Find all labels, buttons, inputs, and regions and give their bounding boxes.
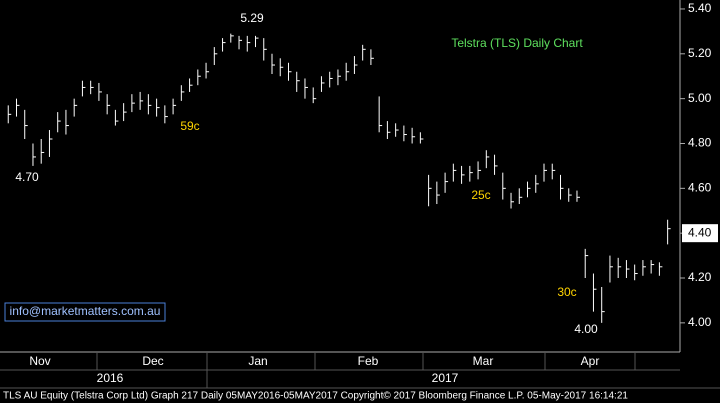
contact-box [4,302,166,322]
footer: TLS AU Equity (Telstra Corp Ltd) Graph 2… [3,391,628,402]
x-tick-label: Mar [473,354,494,368]
x-tick-label: Dec [142,354,163,368]
annotation: 30c [557,285,576,299]
year-label: 2017 [432,371,459,385]
year-label: 2016 [97,371,124,385]
annotation: 4.70 [15,170,39,184]
x-tick-label: Nov [29,354,50,368]
annotation: 5.29 [240,11,264,25]
chart-title: Telstra (TLS) Daily Chart [451,36,583,50]
x-tick-label: Apr [581,354,600,368]
last-price-label: 4.40 [688,225,712,239]
y-tick-label: 5.00 [688,91,712,105]
annotation: 59c [180,119,199,133]
y-tick-label: 4.60 [688,181,712,195]
y-tick-label: 4.20 [688,270,712,284]
y-tick-label: 4.00 [688,315,712,329]
annotation: 4.00 [574,322,598,336]
x-tick-label: Jan [248,354,267,368]
y-tick-label: 4.80 [688,136,712,150]
x-tick-label: Feb [358,354,379,368]
y-tick-label: 5.20 [688,46,712,60]
contact: info@marketmatters.com.au [10,304,161,318]
annotation: 25c [471,188,490,202]
last-price-box [682,224,718,243]
y-tick-label: 5.40 [688,1,712,15]
